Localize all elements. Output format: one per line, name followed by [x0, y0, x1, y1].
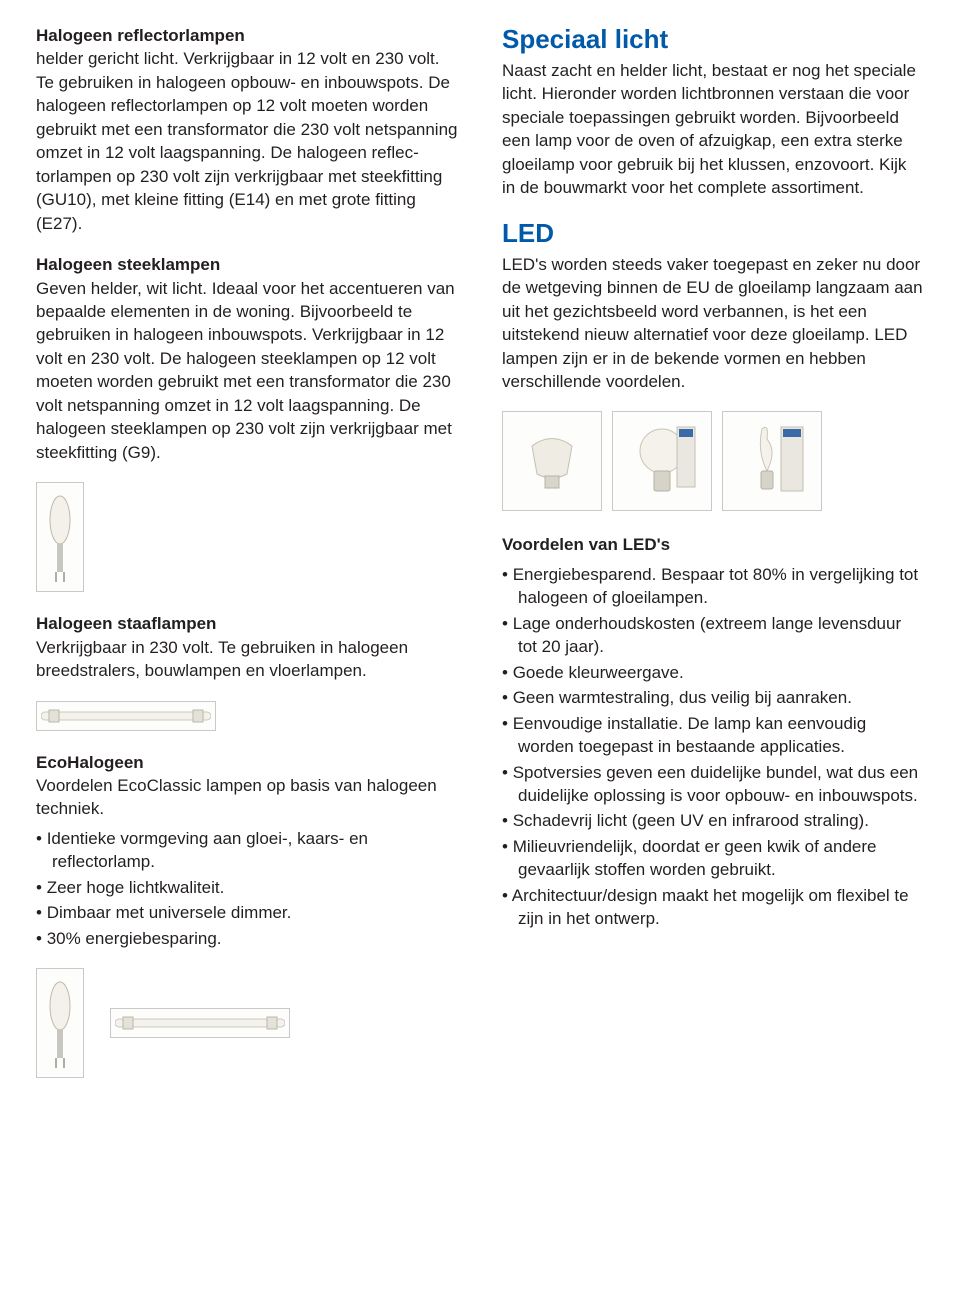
eco-paragraph: EcoHalogeen Voordelen EcoClassic lampen …	[36, 751, 458, 821]
eco-item: Zeer hoge lichtkwaliteit.	[36, 876, 458, 899]
led-bulb-image	[612, 411, 712, 511]
voordelen-item: Architectuur/design maakt het mogelijk o…	[502, 884, 924, 931]
tube-lamp-image-2	[110, 1008, 290, 1038]
tube-lamp-image-1	[36, 701, 216, 731]
steek-paragraph: Halogeen steeklampen Geven helder, wit l…	[36, 253, 458, 464]
eco-list: Identieke vormgeving aan gloei-, kaars- …	[36, 827, 458, 950]
led-body: LED's worden steeds vaker toegepast en z…	[502, 253, 924, 394]
voordelen-item: Geen warmtestraling, dus veilig bij aanr…	[502, 686, 924, 709]
voordelen-item: Energiebesparend. Bespaar tot 80% in ver…	[502, 563, 924, 610]
two-column-layout: Halogeen reflectorlampen helder gericht …	[36, 24, 924, 1078]
eco-heading: EcoHalogeen	[36, 753, 144, 772]
led-image-row	[502, 411, 924, 511]
voordelen-heading: Voordelen van LED's	[502, 535, 670, 554]
led-candle-image	[722, 411, 822, 511]
voordelen-item: Schadevrij licht (geen UV en infrarood s…	[502, 809, 924, 832]
speciaal-heading: Speciaal licht	[502, 24, 924, 55]
voordelen-heading-wrap: Voordelen van LED's	[502, 533, 924, 556]
voordelen-item: Lage onderhoudskosten (extreem lange lev…	[502, 612, 924, 659]
voordelen-item: Milieuvriendelijk, doordat er geen kwik …	[502, 835, 924, 882]
voordelen-item: Eenvoudige installatie. De lamp kan eenv…	[502, 712, 924, 759]
eco-intro: Voordelen EcoClassic lampen op basis van…	[36, 776, 437, 818]
staaf-paragraph: Halogeen staaflampen Verkrijgbaar in 230…	[36, 612, 458, 682]
staaf-heading: Halogeen staaflampen	[36, 614, 216, 633]
reflector-body: helder gericht licht. Verkrijgbaar in 12…	[36, 49, 457, 232]
capsule-lamp-image-2	[36, 968, 84, 1078]
eco-item: Dimbaar met universele dimmer.	[36, 901, 458, 924]
led-heading: LED	[502, 218, 924, 249]
reflector-paragraph: Halogeen reflectorlampen helder gericht …	[36, 24, 458, 235]
voordelen-list: Energiebesparend. Bespaar tot 80% in ver…	[502, 563, 924, 931]
left-column: Halogeen reflectorlampen helder gericht …	[36, 24, 458, 1078]
eco-item: Identieke vormgeving aan gloei-, kaars- …	[36, 827, 458, 874]
staaf-body: Verkrijgbaar in 230 volt. Te gebruiken i…	[36, 638, 408, 680]
steek-body: Geven helder, wit licht. Ideaal voor het…	[36, 279, 455, 462]
led-spot-image	[502, 411, 602, 511]
eco-item: 30% energiebesparing.	[36, 927, 458, 950]
speciaal-body: Naast zacht en helder licht, bestaat er …	[502, 59, 924, 200]
right-column: Speciaal licht Naast zacht en helder lic…	[502, 24, 924, 1078]
voordelen-item: Spotversies geven een duidelijke bundel,…	[502, 761, 924, 808]
reflector-heading: Halogeen reflectorlampen	[36, 26, 245, 45]
steek-heading: Halogeen steeklampen	[36, 255, 220, 274]
capsule-lamp-image-1	[36, 482, 84, 592]
voordelen-item: Goede kleurweergave.	[502, 661, 924, 684]
bottom-image-row	[36, 968, 458, 1078]
